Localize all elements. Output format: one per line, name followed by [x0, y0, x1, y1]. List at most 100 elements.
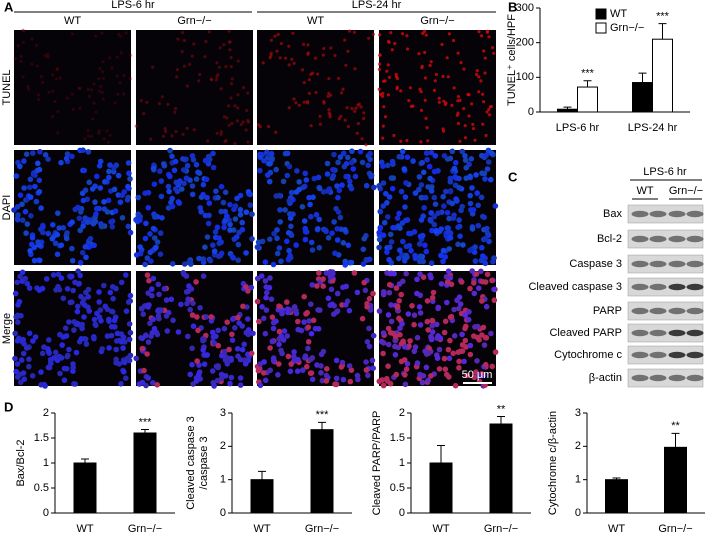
cell	[237, 356, 244, 363]
cell	[346, 49, 350, 53]
cell	[150, 165, 157, 172]
cell	[318, 363, 324, 369]
cell	[457, 233, 463, 239]
cell	[26, 87, 30, 91]
cell	[481, 342, 488, 348]
cell	[222, 43, 226, 47]
cell	[63, 155, 70, 162]
cell	[248, 350, 255, 357]
cell	[461, 358, 467, 365]
x-tick-label: LPS-24 hr	[628, 122, 678, 134]
cell	[369, 357, 376, 364]
cell	[293, 307, 299, 314]
cell	[154, 239, 161, 245]
cell	[109, 224, 116, 230]
cell	[329, 269, 336, 275]
cell	[309, 376, 316, 383]
cell	[83, 341, 90, 347]
cell	[305, 339, 312, 345]
cell	[118, 381, 124, 387]
cell	[206, 212, 212, 219]
cell	[78, 86, 82, 90]
cell	[156, 291, 162, 298]
cell	[97, 158, 104, 165]
cell	[21, 341, 27, 347]
cell	[456, 305, 462, 312]
cell	[276, 245, 283, 251]
cell	[459, 61, 463, 65]
bar	[632, 82, 653, 113]
cell	[53, 99, 57, 104]
cell	[255, 239, 262, 245]
cell	[462, 312, 469, 319]
cell	[142, 235, 149, 242]
cell	[490, 259, 496, 265]
cell	[220, 199, 227, 206]
cell	[335, 194, 341, 201]
cell	[127, 292, 134, 299]
cell	[230, 316, 236, 322]
cell	[151, 214, 158, 220]
cell	[192, 128, 196, 132]
cell	[202, 244, 208, 250]
cell	[380, 232, 387, 238]
cell	[346, 178, 353, 185]
cell	[204, 39, 208, 44]
cell	[232, 203, 239, 209]
cell	[269, 155, 276, 162]
blot-band	[686, 283, 704, 291]
y-axis-label: TUNEL⁺ cells/HPF	[506, 14, 518, 106]
cell	[170, 134, 174, 138]
cell	[259, 304, 265, 310]
cell	[412, 190, 419, 196]
cell	[431, 194, 438, 201]
blot-header: LPS-6 hr	[643, 166, 687, 178]
cell	[56, 131, 60, 135]
cell	[452, 86, 456, 90]
cell	[139, 345, 146, 352]
cell	[250, 330, 256, 337]
cell	[181, 180, 187, 187]
cell	[484, 133, 488, 138]
y-tick-label: 2	[399, 407, 405, 419]
blot-band	[649, 307, 667, 315]
x-tick-label: WT	[253, 523, 270, 535]
cell	[291, 353, 297, 360]
cell	[133, 355, 139, 362]
cell	[188, 286, 195, 292]
error-bar	[318, 421, 326, 430]
cell	[477, 30, 481, 34]
cell	[79, 325, 85, 332]
cell	[329, 230, 335, 236]
cell	[385, 363, 391, 370]
image-bg	[257, 150, 374, 265]
cell	[388, 239, 395, 245]
cell	[405, 34, 409, 38]
cell	[350, 166, 357, 172]
cell	[277, 207, 283, 213]
cell	[72, 381, 78, 387]
cell	[21, 376, 28, 383]
cell	[482, 260, 489, 267]
cell	[343, 38, 347, 42]
cell	[363, 359, 369, 365]
cell	[423, 150, 430, 156]
cell	[80, 147, 86, 153]
blot-band	[686, 235, 704, 243]
cell	[214, 224, 221, 231]
cell	[215, 342, 222, 349]
cell	[463, 124, 467, 128]
cell	[112, 208, 119, 214]
cell	[39, 350, 46, 357]
cell	[430, 289, 437, 296]
cell	[21, 75, 25, 79]
cell	[156, 315, 162, 322]
cell	[437, 100, 441, 104]
cell	[426, 345, 433, 352]
cell	[363, 367, 370, 373]
cell	[101, 70, 105, 74]
cell	[47, 90, 51, 94]
cell	[337, 214, 344, 221]
cell	[181, 132, 185, 136]
cell	[45, 230, 52, 237]
